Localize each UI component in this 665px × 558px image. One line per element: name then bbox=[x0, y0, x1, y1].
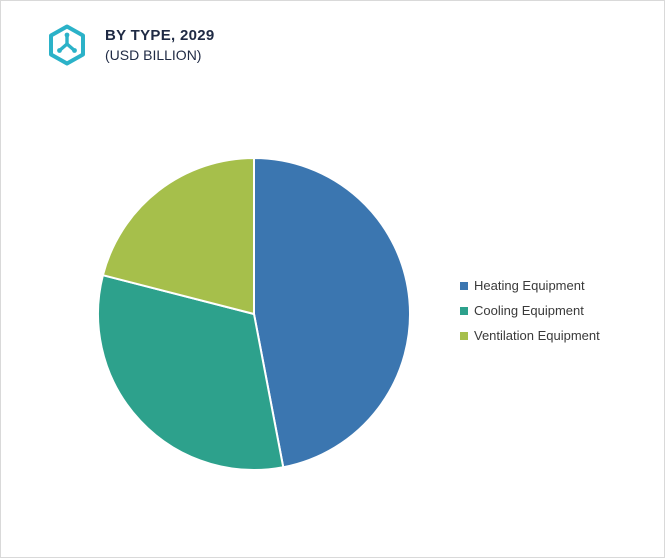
legend-item: Heating Equipment bbox=[460, 278, 600, 293]
pie-slice-heating-equipment bbox=[253, 157, 412, 469]
chart-subtitle: (USD BILLION) bbox=[105, 46, 202, 63]
chart-title-block: BY TYPE, 2029 (USD BILLION) bbox=[105, 23, 215, 65]
legend-marker-icon bbox=[460, 331, 468, 340]
legend-label: Cooling Equipment bbox=[474, 303, 584, 318]
legend-label: Heating Equipment bbox=[474, 278, 585, 293]
legend: Heating Equipment Cooling Equipment Ventil… bbox=[460, 278, 600, 343]
pie-slice-ventilation-equipment bbox=[101, 157, 255, 315]
pie-chart bbox=[97, 157, 412, 472]
legend-marker-icon bbox=[460, 281, 468, 290]
legend-item: Cooling Equipment bbox=[460, 303, 600, 318]
chart-header: BY TYPE, 2029 (USD BILLION) bbox=[45, 23, 215, 67]
legend-marker-icon bbox=[460, 306, 468, 315]
legend-label: Ventilation Equipment bbox=[474, 328, 600, 343]
pie-slice-cooling-equipment bbox=[97, 274, 285, 472]
legend-item: Ventilation Equipment bbox=[460, 328, 600, 343]
brand-logo-icon bbox=[45, 23, 89, 67]
chart-title: BY TYPE, 2029 bbox=[105, 27, 215, 44]
